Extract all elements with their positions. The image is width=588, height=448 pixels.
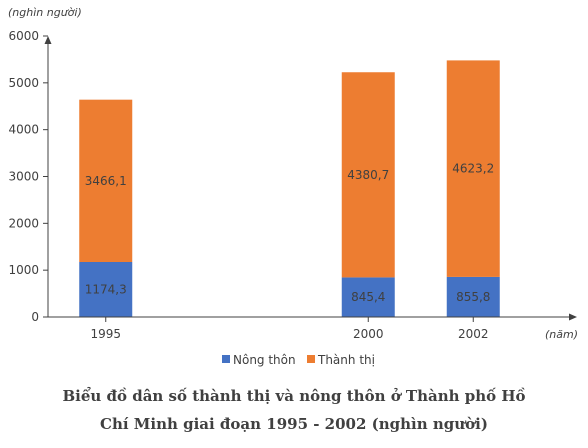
x-tick-label: 2002	[458, 327, 489, 341]
y-tick-label: 4000	[8, 123, 39, 137]
y-tick-label: 3000	[8, 170, 39, 184]
x-tick-label: 2000	[353, 327, 384, 341]
x-axis-unit: (năm)	[545, 328, 578, 341]
y-axis-ticks: 0 1000 2000 3000 4000 5000 6000	[8, 29, 48, 324]
data-label-rural: 845,4	[351, 290, 385, 304]
bar-segment-urban	[341, 72, 395, 278]
y-tick-label: 6000	[8, 29, 39, 43]
y-tick-label: 1000	[8, 263, 39, 277]
data-label-urban: 4380,7	[347, 168, 389, 182]
data-label-urban: 4623,2	[452, 162, 494, 176]
bar-segment-urban	[79, 99, 133, 263]
legend-swatch-urban	[307, 355, 315, 363]
bars	[79, 60, 500, 317]
x-tick-label: 1995	[90, 327, 121, 341]
x-axis-ticks: 1995 2000 2002	[90, 317, 489, 341]
legend: Nông thôn Thành thị	[222, 353, 375, 367]
legend-label-rural: Nông thôn	[233, 353, 296, 367]
chart-caption-line-1: Biểu đồ dân số thành thị và nông thôn ở …	[62, 387, 526, 405]
bar-segment-rural	[341, 277, 395, 317]
data-label-urban: 3466,1	[85, 174, 127, 188]
data-label-rural: 1174,3	[85, 283, 127, 297]
y-tick-label: 2000	[8, 216, 39, 230]
y-axis-unit: (nghìn người)	[8, 6, 82, 19]
y-tick-label: 0	[31, 310, 39, 324]
data-label-rural: 855,8	[456, 290, 490, 304]
y-axis-arrow-icon	[44, 36, 52, 44]
bar-segment-rural	[446, 276, 500, 317]
legend-swatch-rural	[222, 355, 230, 363]
legend-label-urban: Thành thị	[317, 353, 375, 367]
chart: 0 1000 2000 3000 4000 5000 6000 1174,3 3466,1 84…	[8, 6, 578, 367]
bar-segment-rural	[79, 262, 133, 317]
x-axis-arrow-icon	[569, 313, 577, 321]
bar-value-labels: 1174,3 3466,1 845,4 4380,7 855,8 4623,2	[85, 162, 495, 305]
bar-segment-urban	[446, 60, 500, 277]
y-tick-label: 5000	[8, 76, 39, 90]
chart-caption-line-2: Chí Minh giai đoạn 1995 - 2002 (nghìn ng…	[100, 415, 488, 433]
